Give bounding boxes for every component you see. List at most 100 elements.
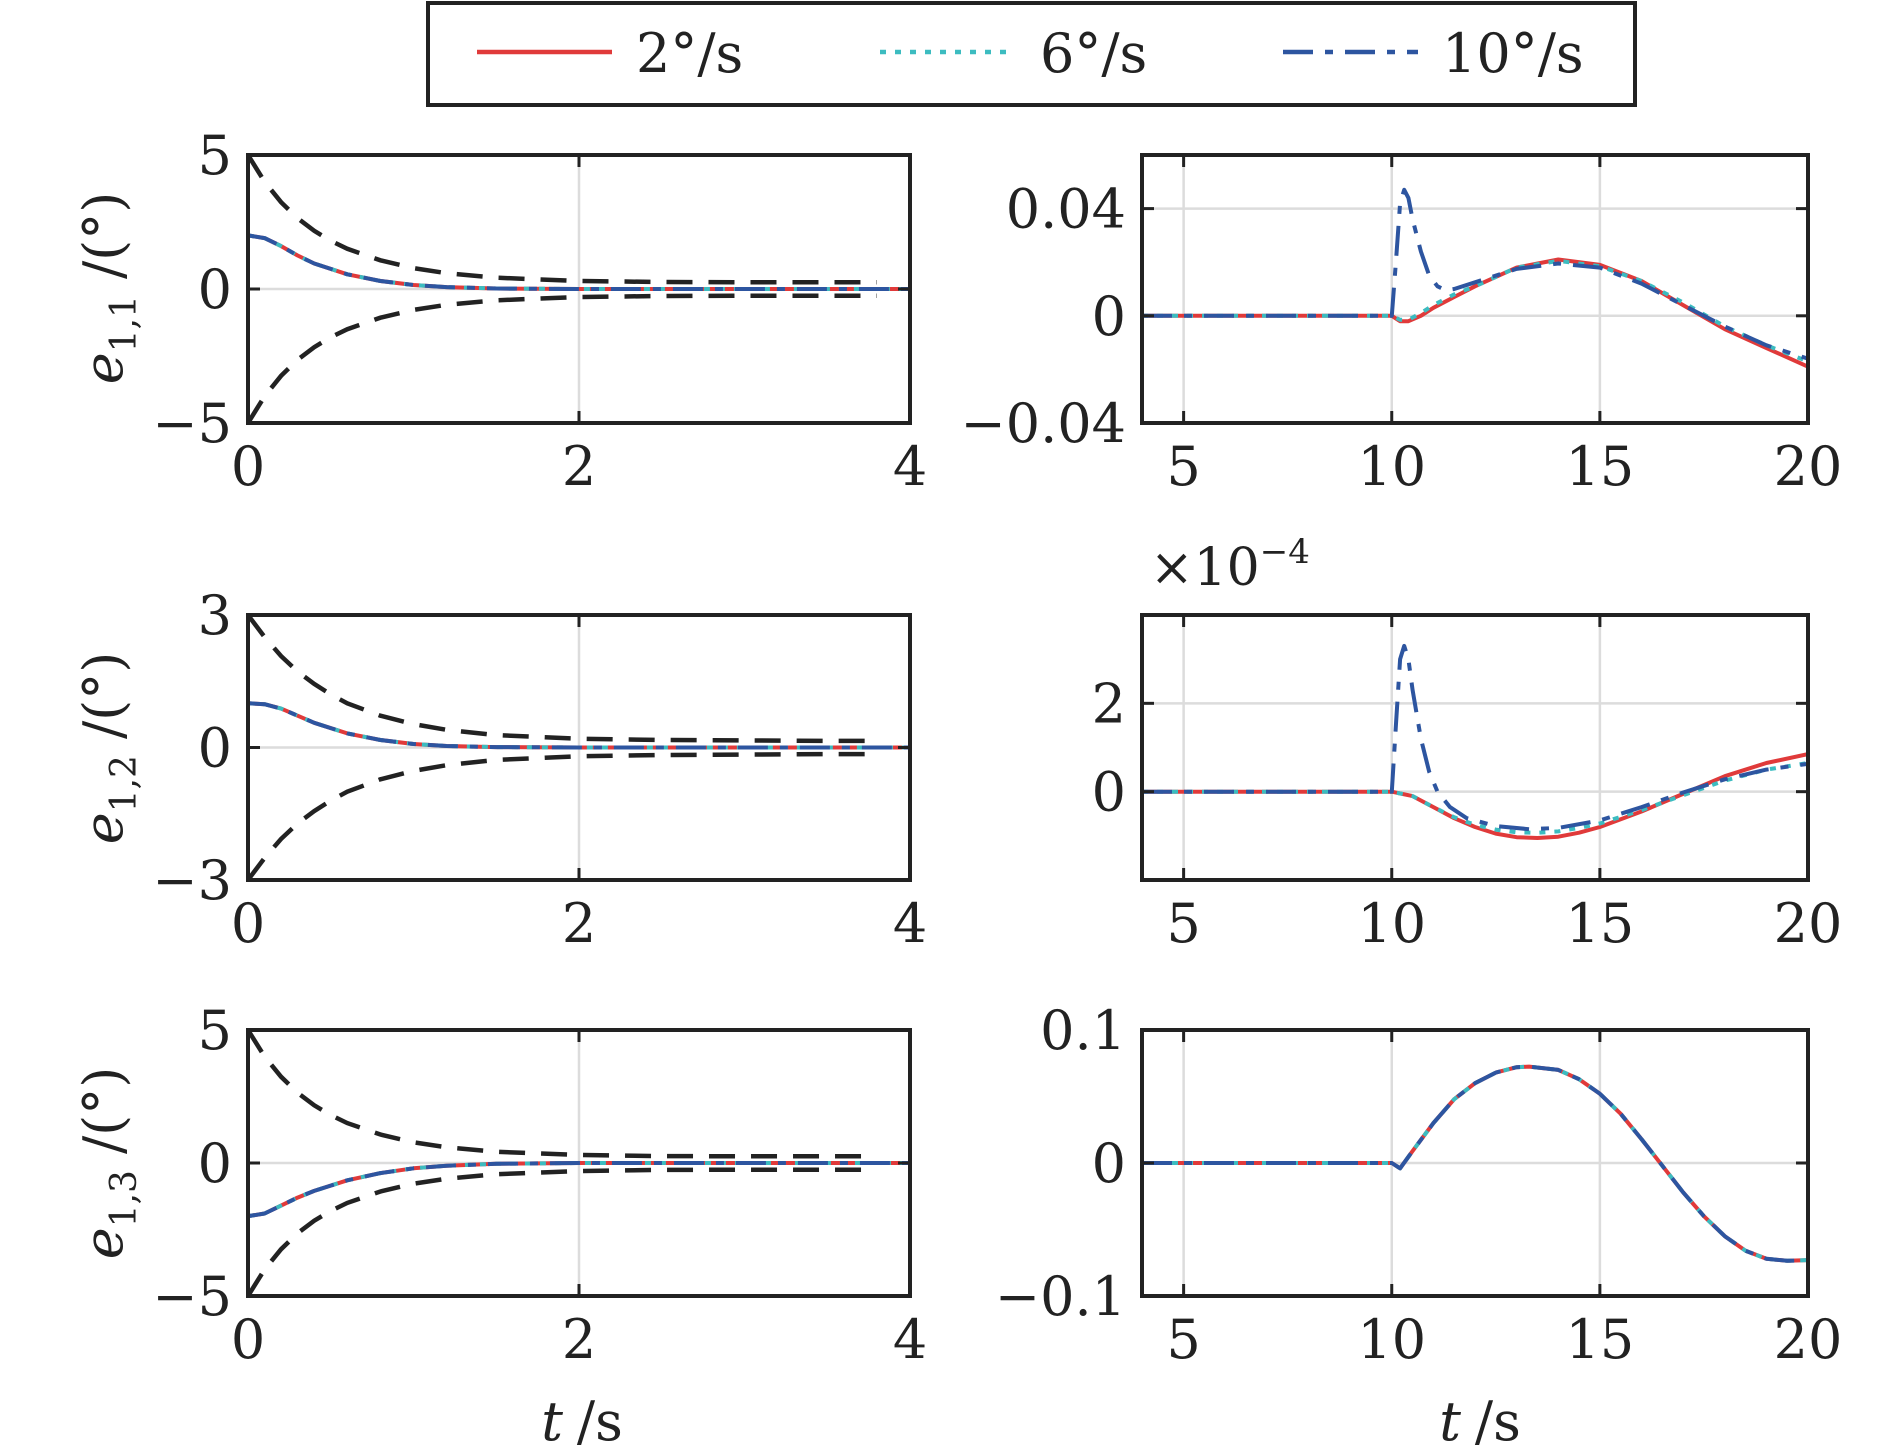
x-tick-label: 15 <box>1566 1308 1635 1371</box>
plot-area <box>1142 643 1808 840</box>
y-tick-label: 3 <box>198 584 232 647</box>
panel-r3c1: 0 2 4−505 <box>152 999 927 1371</box>
series-line <box>1142 258 1808 364</box>
x-tick-label: 4 <box>893 892 927 955</box>
series-line <box>1142 643 1808 832</box>
y-tick-label: 0 <box>198 717 232 780</box>
x-tick-label: 0 <box>231 892 265 955</box>
legend-label: 10°/s <box>1442 22 1584 85</box>
x-tick-label: 2 <box>562 892 596 955</box>
panel-r3c2: 5 10 15 20 −0.1 0 0.1 <box>995 999 1842 1371</box>
y-axis-subscript: 1,3 <box>104 1170 145 1227</box>
y-axis-subscript: 1,2 <box>104 755 145 812</box>
series-line <box>1142 187 1808 361</box>
legend-label: 2°/s <box>636 22 743 85</box>
x-tick-label: 2 <box>562 435 596 498</box>
series-line <box>248 1161 910 1219</box>
x-tick-label: 4 <box>893 435 927 498</box>
series-line <box>1142 752 1808 840</box>
series-line <box>1142 1064 1808 1263</box>
y-axis-variable: e <box>72 1227 135 1259</box>
x-axis-unit: /s <box>1475 1390 1521 1453</box>
x-tick-label: 10 <box>1357 892 1426 955</box>
y-axis-label-row-1: e1,1 /(°) <box>72 192 145 385</box>
axis-labels: ×10−4 t/s t/s e1,1/(°) e1,2/(°) e1,3/(°) <box>72 192 1521 1453</box>
x-axis-unit: /s <box>577 1390 623 1453</box>
legend-entry: 2°/s <box>477 22 743 85</box>
y-tick-label: 5 <box>198 124 232 187</box>
x-tick-label: 20 <box>1774 1308 1843 1371</box>
y-tick-label: 0 <box>1092 761 1126 824</box>
x-tick-label: 15 <box>1566 892 1635 955</box>
panel-r1c1: 0 2 4−505 <box>152 124 927 498</box>
y-tick-label: 0.04 <box>1006 178 1126 241</box>
y-tick-label: 0 <box>198 258 232 321</box>
x-axis-label-left: t/s <box>541 1390 623 1453</box>
y-axis-subscript: 1,1 <box>104 295 145 352</box>
legend-entry: 10°/s <box>1283 22 1584 85</box>
plot-area <box>248 615 910 880</box>
series-line <box>1142 761 1808 835</box>
y-axis-unit: /(°) <box>72 1067 135 1154</box>
y-tick-label: 2 <box>1092 672 1126 735</box>
y-axis-unit: /(°) <box>72 192 135 279</box>
x-axis-variable: t <box>1439 1390 1461 1453</box>
y-axis-label-row-3: e1,3 /(°) <box>72 1067 145 1260</box>
x-tick-label: 20 <box>1774 892 1843 955</box>
x-tick-label: 20 <box>1774 435 1843 498</box>
plot-area <box>1142 187 1808 369</box>
upper-bound-curve <box>248 1030 877 1159</box>
x-tick-label: 5 <box>1166 435 1200 498</box>
plot-area <box>1142 1064 1808 1263</box>
y-multiplier-exponent: −4 <box>1260 532 1310 572</box>
legend-label: 6°/s <box>1040 22 1147 85</box>
y-tick-label: 0 <box>1092 285 1126 348</box>
x-tick-label: 10 <box>1357 1308 1426 1371</box>
x-tick-label: 0 <box>231 435 265 498</box>
y-tick-label: 0.1 <box>1040 999 1126 1062</box>
x-axis-variable: t <box>541 1390 563 1453</box>
x-tick-label: 15 <box>1566 435 1635 498</box>
y-axis-label-row-2: e1,2 /(°) <box>72 652 145 845</box>
plot-area <box>248 155 910 423</box>
x-tick-label: 4 <box>893 1308 927 1371</box>
y-multiplier-label: ×10−4 <box>1150 532 1310 598</box>
panel-r2c2: 5 10 15 20 0 2 <box>1092 613 1843 955</box>
lower-bound-curve <box>248 293 877 423</box>
panel-r2c1: 0 2 4−303 <box>152 584 927 955</box>
grid <box>1142 615 1810 880</box>
y-tick-label: −3 <box>152 849 232 912</box>
x-tick-label: 0 <box>231 1308 265 1371</box>
series-line <box>248 233 910 291</box>
axes-frame <box>1140 153 1810 425</box>
y-multiplier-base: ×10 <box>1150 538 1260 598</box>
series-line <box>248 233 910 291</box>
lower-bound-curve <box>248 1167 877 1296</box>
upper-bound-curve <box>248 615 877 744</box>
x-axis-label-right: t/s <box>1439 1390 1521 1453</box>
grid <box>1142 155 1810 425</box>
y-axis-variable: e <box>72 352 135 384</box>
plot-area <box>248 1030 910 1296</box>
axes-frame <box>1140 613 1810 882</box>
x-tick-label: 5 <box>1166 1308 1200 1371</box>
x-tick-label: 2 <box>562 1308 596 1371</box>
y-tick-label: −5 <box>152 1265 232 1328</box>
y-tick-label: 0 <box>198 1132 232 1195</box>
series-line <box>1142 257 1808 369</box>
y-tick-label: 5 <box>198 999 232 1062</box>
y-tick-label: 0 <box>1092 1132 1126 1195</box>
legend-box <box>426 1 1637 107</box>
series-line <box>248 701 910 750</box>
legend: 2°/s 6°/s 10°/s <box>426 1 1637 107</box>
y-tick-label: −5 <box>152 392 232 455</box>
y-axis-unit: /(°) <box>72 652 135 739</box>
upper-bound-curve <box>248 155 877 285</box>
y-tick-label: −0.1 <box>995 1265 1126 1328</box>
x-tick-label: 10 <box>1357 435 1426 498</box>
lower-bound-curve <box>248 751 877 880</box>
y-tick-label: −0.04 <box>961 392 1126 455</box>
x-tick-label: 5 <box>1166 892 1200 955</box>
